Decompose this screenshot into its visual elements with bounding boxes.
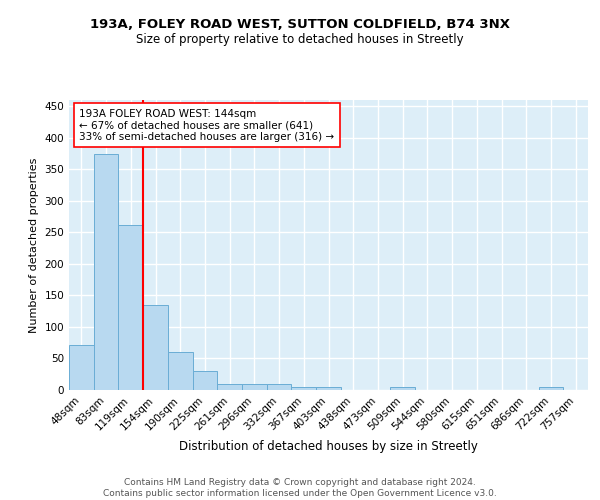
- Bar: [193, 371, 217, 390]
- Bar: [143, 305, 168, 390]
- Text: 193A, FOLEY ROAD WEST, SUTTON COLDFIELD, B74 3NX: 193A, FOLEY ROAD WEST, SUTTON COLDFIELD,…: [90, 18, 510, 30]
- X-axis label: Distribution of detached houses by size in Streetly: Distribution of detached houses by size …: [179, 440, 478, 453]
- Y-axis label: Number of detached properties: Number of detached properties: [29, 158, 39, 332]
- Bar: [94, 154, 118, 390]
- Bar: [316, 387, 341, 390]
- Text: Size of property relative to detached houses in Streetly: Size of property relative to detached ho…: [136, 32, 464, 46]
- Bar: [217, 384, 242, 390]
- Bar: [267, 384, 292, 390]
- Bar: [390, 388, 415, 390]
- Bar: [168, 352, 193, 390]
- Bar: [69, 344, 94, 390]
- Bar: [118, 225, 143, 390]
- Bar: [242, 384, 267, 390]
- Bar: [292, 387, 316, 390]
- Text: 193A FOLEY ROAD WEST: 144sqm
← 67% of detached houses are smaller (641)
33% of s: 193A FOLEY ROAD WEST: 144sqm ← 67% of de…: [79, 108, 335, 142]
- Text: Contains HM Land Registry data © Crown copyright and database right 2024.
Contai: Contains HM Land Registry data © Crown c…: [103, 478, 497, 498]
- Bar: [539, 388, 563, 390]
